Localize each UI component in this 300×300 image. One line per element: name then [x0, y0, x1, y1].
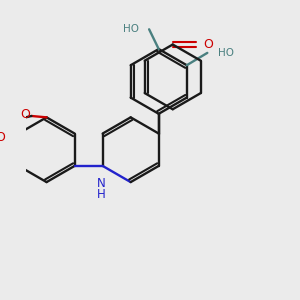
Text: H: H	[97, 188, 106, 201]
Text: HO: HO	[218, 48, 234, 58]
Text: O: O	[20, 108, 30, 121]
Text: HO: HO	[123, 24, 139, 34]
Text: O: O	[203, 38, 213, 51]
Text: N: N	[97, 177, 106, 190]
Text: O: O	[0, 130, 5, 144]
